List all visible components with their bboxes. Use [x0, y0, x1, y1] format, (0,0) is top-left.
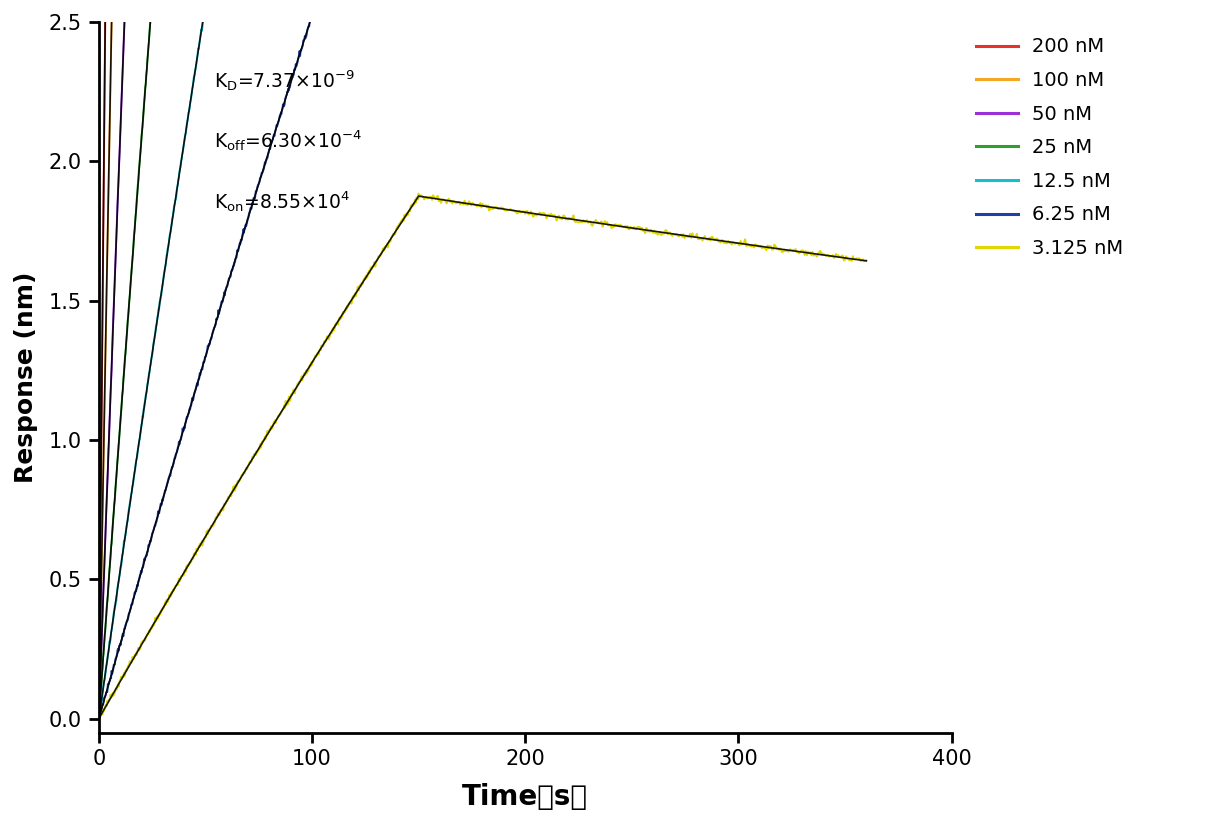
Text: $\rm K_D$=7.37×10$^{-9}$: $\rm K_D$=7.37×10$^{-9}$ [214, 68, 355, 93]
X-axis label: Time（s）: Time（s） [462, 783, 588, 811]
Legend: 200 nM, 100 nM, 50 nM, 25 nM, 12.5 nM, 6.25 nM, 3.125 nM: 200 nM, 100 nM, 50 nM, 25 nM, 12.5 nM, 6… [970, 31, 1128, 264]
Text: $\rm K_{off}$=6.30×10$^{-4}$: $\rm K_{off}$=6.30×10$^{-4}$ [214, 129, 362, 153]
Text: $\rm K_{on}$=8.55×10$^{4}$: $\rm K_{on}$=8.55×10$^{4}$ [214, 189, 350, 214]
Y-axis label: Response (nm): Response (nm) [13, 271, 38, 483]
